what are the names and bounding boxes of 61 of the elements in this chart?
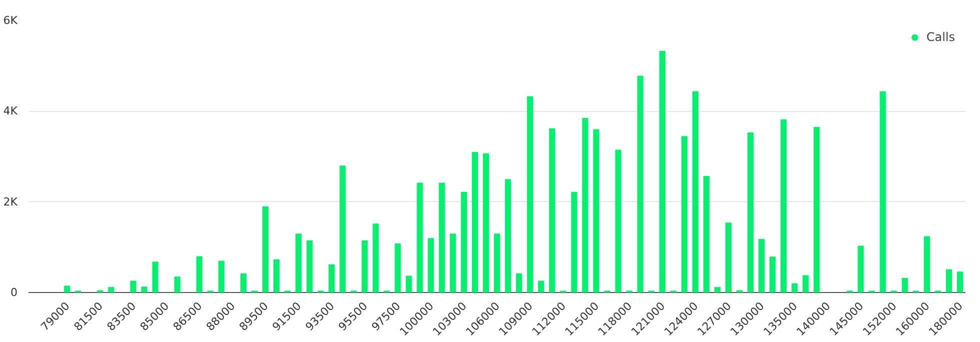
bar xyxy=(637,76,644,292)
bar xyxy=(714,287,720,292)
bar xyxy=(394,244,401,292)
bar xyxy=(758,239,765,292)
bar xyxy=(450,234,456,292)
bar xyxy=(681,136,688,292)
bar xyxy=(504,179,512,292)
bar xyxy=(328,264,335,292)
bar xyxy=(956,272,964,292)
y-tick-label: 4K xyxy=(3,104,18,118)
bar xyxy=(306,240,313,292)
bar xyxy=(340,166,346,292)
bar xyxy=(924,236,930,292)
bar xyxy=(428,238,434,292)
bar xyxy=(549,128,556,292)
bar xyxy=(416,182,423,292)
bar xyxy=(748,132,754,292)
y-tick-label: 2K xyxy=(3,195,18,208)
bar xyxy=(792,283,798,292)
bar xyxy=(460,192,467,292)
bar xyxy=(527,96,534,292)
bar xyxy=(692,91,698,292)
bar xyxy=(130,280,136,292)
bar xyxy=(274,259,280,292)
bar xyxy=(946,269,952,292)
bar xyxy=(64,286,70,292)
bar xyxy=(218,260,224,292)
bar xyxy=(108,287,114,292)
bar xyxy=(406,276,412,292)
bar xyxy=(725,222,732,292)
bar xyxy=(372,224,379,292)
bar xyxy=(571,192,578,292)
y-tick-label: 6K xyxy=(3,14,18,27)
bar xyxy=(152,262,158,292)
bar xyxy=(196,256,202,292)
bar xyxy=(472,152,478,292)
bar xyxy=(438,182,445,292)
bar xyxy=(770,256,776,292)
bar xyxy=(494,234,500,292)
bar xyxy=(582,118,588,292)
bar xyxy=(703,176,710,292)
bar xyxy=(858,246,864,292)
bar xyxy=(362,240,368,292)
bar xyxy=(141,286,148,292)
bar xyxy=(593,129,600,292)
bar xyxy=(880,91,886,292)
bar xyxy=(262,206,269,292)
bar xyxy=(538,280,544,292)
bar xyxy=(814,127,820,292)
bar xyxy=(482,153,490,292)
legend-label: Calls xyxy=(926,30,955,44)
bar xyxy=(780,119,787,292)
bar xyxy=(296,234,302,292)
bar xyxy=(516,273,522,292)
bar xyxy=(659,50,666,292)
y-tick-label: 0 xyxy=(10,286,18,299)
bar xyxy=(902,278,908,292)
bar xyxy=(802,275,809,292)
bar xyxy=(240,273,246,292)
bar xyxy=(174,276,180,292)
bar xyxy=(615,150,622,292)
